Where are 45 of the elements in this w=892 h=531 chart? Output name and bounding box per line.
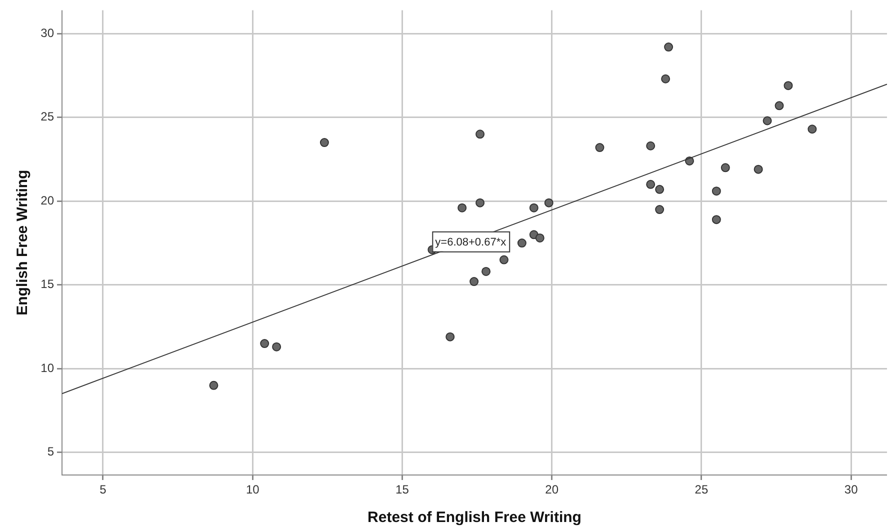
y-tick-label: 20 xyxy=(40,193,54,208)
point xyxy=(655,184,664,194)
point xyxy=(664,42,674,52)
x-tick-label: 15 xyxy=(396,482,410,497)
point xyxy=(646,180,656,189)
point xyxy=(774,101,784,110)
y-tick-label: 5 xyxy=(47,444,54,459)
point xyxy=(476,198,485,208)
point xyxy=(320,138,329,148)
point xyxy=(517,238,526,248)
point xyxy=(595,143,604,152)
point xyxy=(646,141,656,150)
annotation: y=6.08+0.67*x xyxy=(435,236,507,248)
y-axis-title: English Free Writing xyxy=(14,170,32,316)
point xyxy=(470,277,479,286)
x-axis-title: Retest of English Free Writing xyxy=(368,509,582,526)
point xyxy=(499,255,508,264)
point xyxy=(655,205,664,214)
x-tick-label: 30 xyxy=(844,482,858,497)
x-tick-label: 5 xyxy=(100,482,107,497)
point xyxy=(209,380,218,390)
x-tick-label: 25 xyxy=(694,482,708,497)
point xyxy=(482,266,491,276)
point xyxy=(529,203,538,212)
y-tick-label: 30 xyxy=(40,26,54,40)
y-tick-label: 25 xyxy=(40,110,54,124)
point xyxy=(712,186,721,196)
point xyxy=(272,342,282,352)
y-tick-label: 10 xyxy=(40,360,54,375)
x-tick-label: 20 xyxy=(545,482,559,497)
point xyxy=(446,332,455,342)
point xyxy=(535,233,544,242)
point xyxy=(754,164,763,174)
point xyxy=(476,130,485,139)
point xyxy=(720,163,730,172)
point xyxy=(544,198,554,208)
point xyxy=(458,203,467,212)
point xyxy=(260,339,270,348)
point xyxy=(762,116,772,126)
y-tick-label: 15 xyxy=(40,277,54,292)
point xyxy=(808,124,817,134)
x-tick-label: 10 xyxy=(246,482,260,497)
point xyxy=(712,215,721,224)
point xyxy=(661,74,670,84)
point xyxy=(784,81,793,90)
